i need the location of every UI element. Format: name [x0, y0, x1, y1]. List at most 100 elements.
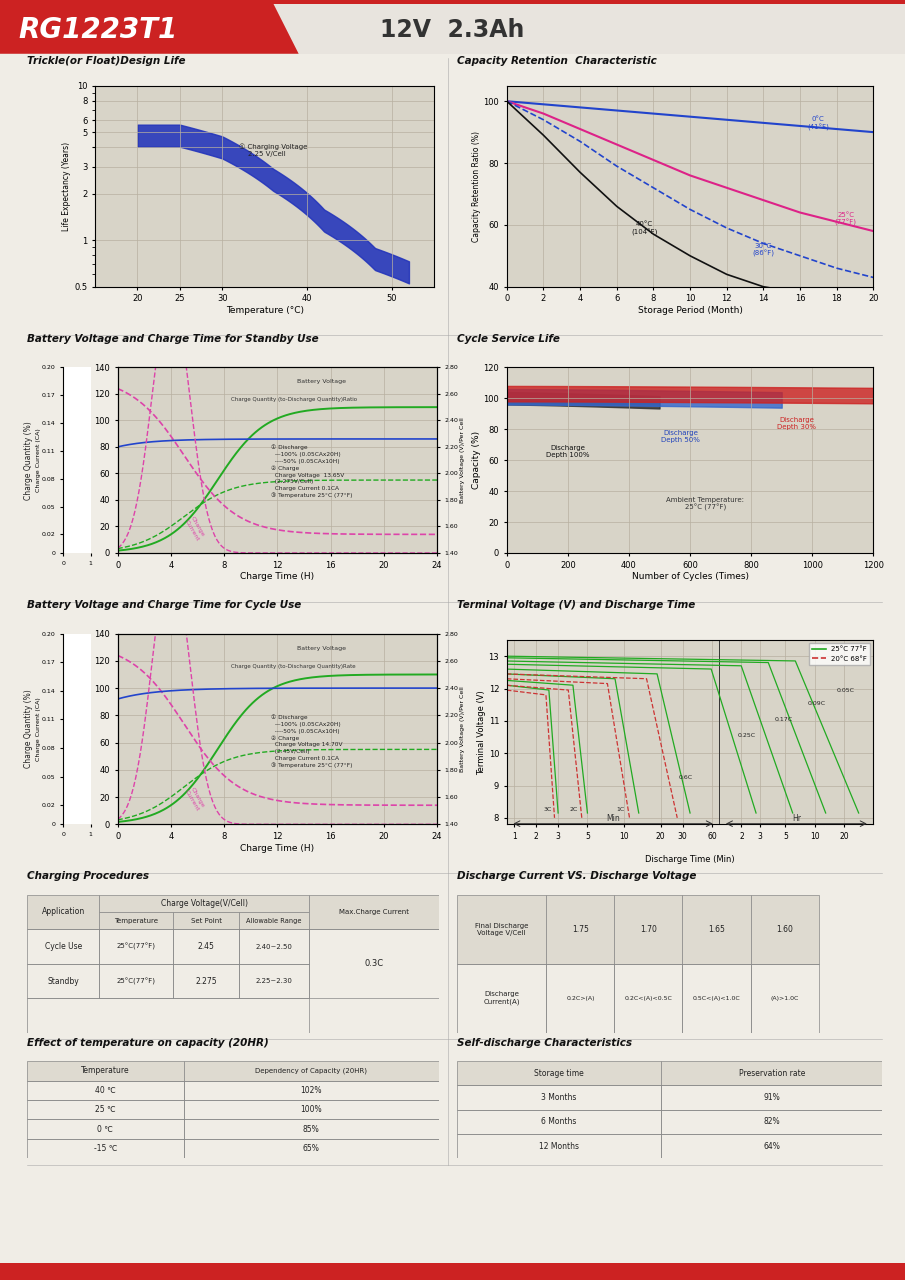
Bar	[662, 1061, 882, 1085]
Text: Effect of temperature on capacity (20HR): Effect of temperature on capacity (20HR)	[27, 1038, 269, 1048]
Text: 85%: 85%	[303, 1125, 319, 1134]
Text: Min: Min	[606, 814, 620, 823]
Text: Set Point: Set Point	[191, 918, 222, 924]
Bar	[100, 929, 174, 964]
Bar	[27, 1061, 184, 1080]
Text: Charge Quantity (%): Charge Quantity (%)	[24, 421, 33, 499]
Bar	[457, 1110, 662, 1134]
Text: Battery Voltage and Charge Time for Standby Use: Battery Voltage and Charge Time for Stan…	[27, 334, 319, 344]
Text: Charge
Current: Charge Current	[185, 786, 205, 812]
Bar	[27, 1100, 184, 1120]
Text: Preservation rate: Preservation rate	[738, 1069, 805, 1078]
X-axis label: Charge Time (H): Charge Time (H)	[241, 844, 314, 852]
Text: 0.3C: 0.3C	[365, 959, 384, 969]
Bar	[174, 911, 239, 929]
Bar	[174, 929, 239, 964]
Text: Allowable Range: Allowable Range	[246, 918, 302, 924]
Y-axis label: Capacity (%): Capacity (%)	[472, 431, 481, 489]
Bar	[614, 964, 682, 1033]
Bar	[662, 1085, 882, 1110]
Text: 2.45: 2.45	[198, 942, 214, 951]
Text: 102%: 102%	[300, 1085, 322, 1094]
Text: Temperature: Temperature	[81, 1066, 129, 1075]
Bar	[662, 1110, 882, 1134]
Bar	[682, 964, 750, 1033]
Bar	[457, 1061, 662, 1085]
Text: 25°C(77°F): 25°C(77°F)	[117, 943, 156, 950]
Bar	[174, 964, 239, 998]
Text: Terminal Voltage (V) and Discharge Time: Terminal Voltage (V) and Discharge Time	[457, 600, 695, 611]
Bar	[184, 1139, 439, 1158]
Bar	[547, 964, 614, 1033]
Bar	[239, 929, 310, 964]
Bar	[184, 1061, 439, 1080]
Bar	[184, 1100, 439, 1120]
Text: 3 Months: 3 Months	[541, 1093, 576, 1102]
Text: 0.25C: 0.25C	[738, 733, 756, 739]
Text: 0°C
(41°F): 0°C (41°F)	[807, 116, 829, 131]
Text: (A)>1.0C: (A)>1.0C	[770, 996, 799, 1001]
Bar	[27, 895, 100, 929]
Text: 0.05C: 0.05C	[836, 687, 854, 692]
Text: Standby: Standby	[47, 977, 79, 986]
Bar	[457, 964, 547, 1033]
Text: 1C: 1C	[617, 808, 625, 813]
Bar	[239, 911, 310, 929]
Bar	[457, 895, 547, 964]
Polygon shape	[0, 0, 299, 54]
Y-axis label: Charge Current (CA): Charge Current (CA)	[35, 429, 41, 492]
Text: 40°C
(104°F): 40°C (104°F)	[631, 221, 657, 236]
X-axis label: Number of Cycles (Times): Number of Cycles (Times)	[632, 572, 748, 581]
Text: 91%: 91%	[764, 1093, 780, 1102]
Text: Cycle Service Life: Cycle Service Life	[457, 334, 560, 344]
Bar	[750, 964, 818, 1033]
Text: Charge Voltage(V/Cell): Charge Voltage(V/Cell)	[161, 899, 248, 908]
Text: 82%: 82%	[764, 1117, 780, 1126]
X-axis label: Storage Period (Month): Storage Period (Month)	[638, 306, 742, 315]
Text: Storage time: Storage time	[534, 1069, 584, 1078]
X-axis label: Discharge Time (Min): Discharge Time (Min)	[645, 855, 735, 864]
Text: ① Charging Voltage
    2.25 V/Cell: ① Charging Voltage 2.25 V/Cell	[239, 143, 308, 157]
Y-axis label: Battery Voltage (V)/Per Cell: Battery Voltage (V)/Per Cell	[460, 417, 465, 503]
Text: 2.25~2.30: 2.25~2.30	[256, 978, 292, 984]
Bar	[27, 1120, 184, 1139]
Text: RG1223T1: RG1223T1	[18, 15, 177, 44]
Text: Temperature: Temperature	[114, 918, 158, 924]
Text: ① Discharge
  —100% (0.05CAx20H)
  ----50% (0.05CAx10H)
② Charge
  Charge Voltag: ① Discharge —100% (0.05CAx20H) ----50% (…	[271, 714, 352, 768]
Text: Trickle(or Float)Design Life: Trickle(or Float)Design Life	[27, 56, 186, 67]
Text: Self-discharge Characteristics: Self-discharge Characteristics	[457, 1038, 632, 1048]
Bar	[457, 1085, 662, 1110]
Text: 25°C(77°F): 25°C(77°F)	[117, 978, 156, 984]
Bar	[457, 1134, 662, 1158]
Text: Capacity Retention  Characteristic: Capacity Retention Characteristic	[457, 56, 657, 67]
Text: Max.Charge Current: Max.Charge Current	[339, 909, 409, 915]
Bar	[100, 911, 174, 929]
Bar	[662, 1134, 882, 1158]
Bar	[750, 895, 818, 964]
Text: 0.09C: 0.09C	[807, 700, 825, 705]
Bar	[310, 929, 439, 998]
Text: 2.40~2.50: 2.40~2.50	[256, 943, 292, 950]
Text: Hr: Hr	[792, 814, 801, 823]
Bar	[27, 998, 310, 1033]
Text: Application: Application	[42, 908, 85, 916]
Text: 2C: 2C	[569, 808, 577, 813]
Text: 0.6C: 0.6C	[679, 776, 693, 780]
Text: Cycle Use: Cycle Use	[44, 942, 81, 951]
Text: 0.2C>(A): 0.2C>(A)	[567, 996, 595, 1001]
Text: 64%: 64%	[763, 1142, 780, 1151]
Text: Final Discharge
Voltage V/Cell: Final Discharge Voltage V/Cell	[475, 923, 529, 936]
Text: 100%: 100%	[300, 1105, 322, 1115]
Text: 2.275: 2.275	[195, 977, 217, 986]
Bar	[184, 1120, 439, 1139]
Bar	[184, 1080, 439, 1100]
Text: 25 ℃: 25 ℃	[95, 1105, 116, 1115]
Bar	[682, 895, 750, 964]
Text: -15 ℃: -15 ℃	[94, 1144, 117, 1153]
Bar	[27, 1080, 184, 1100]
Y-axis label: Capacity Retention Ratio (%): Capacity Retention Ratio (%)	[472, 131, 481, 242]
Text: Charge Quantity (to-Discharge Quantity)Rate: Charge Quantity (to-Discharge Quantity)R…	[231, 663, 356, 668]
Text: Discharge
Current(A): Discharge Current(A)	[483, 992, 520, 1005]
Bar	[239, 964, 310, 998]
Text: 25°C
(77°F): 25°C (77°F)	[834, 212, 857, 227]
